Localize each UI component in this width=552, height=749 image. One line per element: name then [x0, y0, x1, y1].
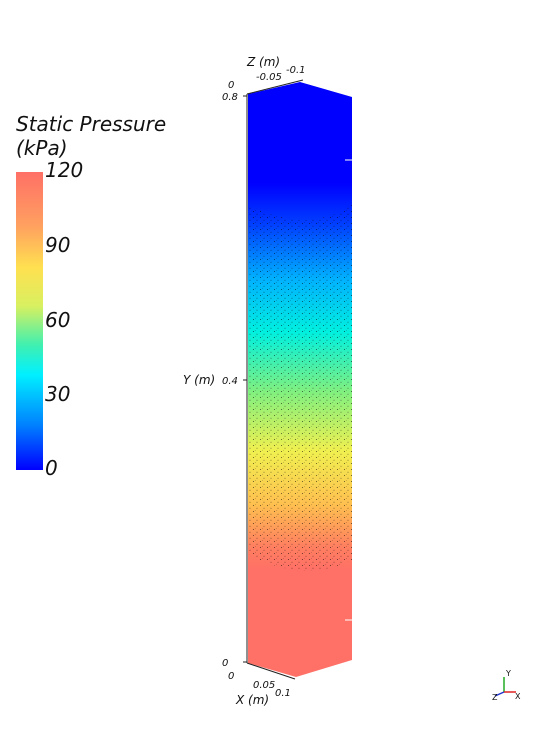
colorbar-tick-120: 120: [45, 158, 84, 182]
orientation-x-label: X: [515, 692, 521, 701]
colorbar-title-line2: (kPa): [16, 136, 68, 160]
z-axis-label: Z (m): [246, 55, 280, 69]
colorbar-tick-60: 60: [45, 308, 71, 332]
y-axis: 0.8 0.4 0 Y (m): [183, 92, 248, 669]
z-axis: 0 -0.05 -0.1 Z (m): [228, 55, 306, 95]
colorbar-tick-0: 0: [45, 456, 58, 480]
x-tick-label-0.1: 0.1: [275, 688, 291, 699]
orientation-y-label: Y: [505, 669, 511, 678]
y-axis-label: Y (m): [183, 373, 215, 387]
x-axis: 0 0.05 0.1 X (m): [228, 662, 296, 707]
y-tick-label-0.8: 0.8: [222, 92, 238, 103]
x-tick-label-0: 0: [228, 671, 234, 682]
y-tick-label-0: 0: [222, 658, 228, 669]
colorbar-title: Static Pressure (kPa): [16, 112, 166, 160]
x-axis-line: [246, 662, 296, 680]
orientation-z-arrow: [494, 691, 505, 697]
z-tick-label-neg0.05: -0.05: [256, 72, 282, 83]
z-tick-label-neg0.1: -0.1: [286, 65, 306, 76]
column-body: [248, 82, 352, 677]
colorbar-tick-90: 90: [45, 233, 71, 257]
particle-overlay: [249, 205, 352, 571]
x-axis-label: X (m): [235, 693, 269, 707]
colorbar-title-line1: Static Pressure: [16, 112, 167, 136]
colorbar: [16, 172, 43, 470]
z-tick-label-0: 0: [228, 80, 234, 91]
colorbar-tick-30: 30: [45, 382, 71, 406]
orientation-z-label: Z: [492, 693, 498, 702]
y-tick-label-0.4: 0.4: [222, 376, 238, 387]
orientation-axes-icon: Y X Z: [492, 669, 521, 702]
x-tick-label-0.05: 0.05: [253, 680, 275, 691]
z-axis-line: [246, 79, 304, 95]
